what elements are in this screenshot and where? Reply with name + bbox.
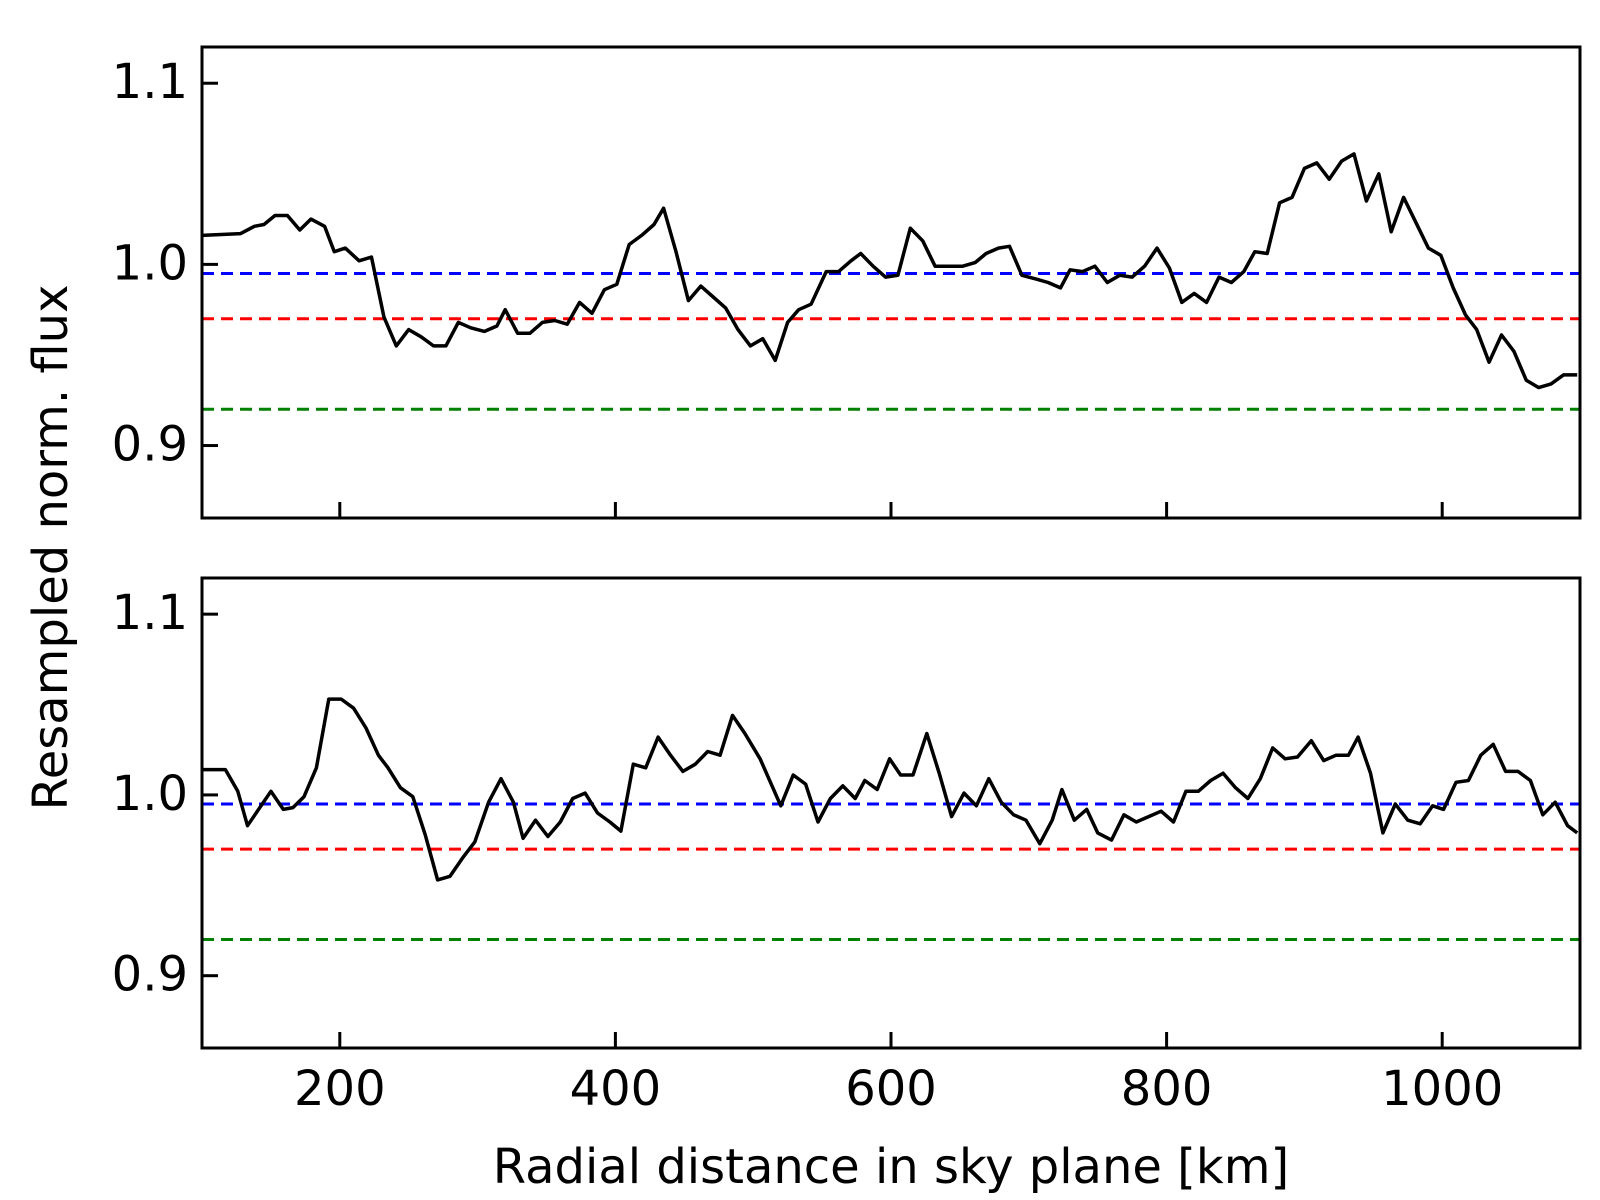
y-tick-label: 1.0: [112, 235, 188, 291]
y-tick-label: 1.0: [112, 766, 188, 822]
x-tick-label: 1000: [1381, 1061, 1503, 1117]
y-tick-label: 1.1: [112, 54, 188, 110]
y-tick-label: 1.1: [112, 585, 188, 641]
y-axis-label: Resampled norm. flux: [23, 285, 79, 811]
x-tick-label: 400: [570, 1061, 662, 1117]
y-tick-label: 0.9: [112, 417, 188, 473]
x-tick-label: 200: [294, 1061, 386, 1117]
x-tick-label: 800: [1121, 1061, 1213, 1117]
data-line: [202, 697, 1579, 882]
plot-frame: [200, 576, 1582, 1050]
plot-frame: [200, 45, 1582, 520]
x-axis-label: Radial distance in sky plane [km]: [493, 1139, 1289, 1195]
data-line: [201, 152, 1578, 390]
y-tick-label: 0.9: [112, 947, 188, 1003]
x-tick-label: 600: [845, 1061, 937, 1117]
